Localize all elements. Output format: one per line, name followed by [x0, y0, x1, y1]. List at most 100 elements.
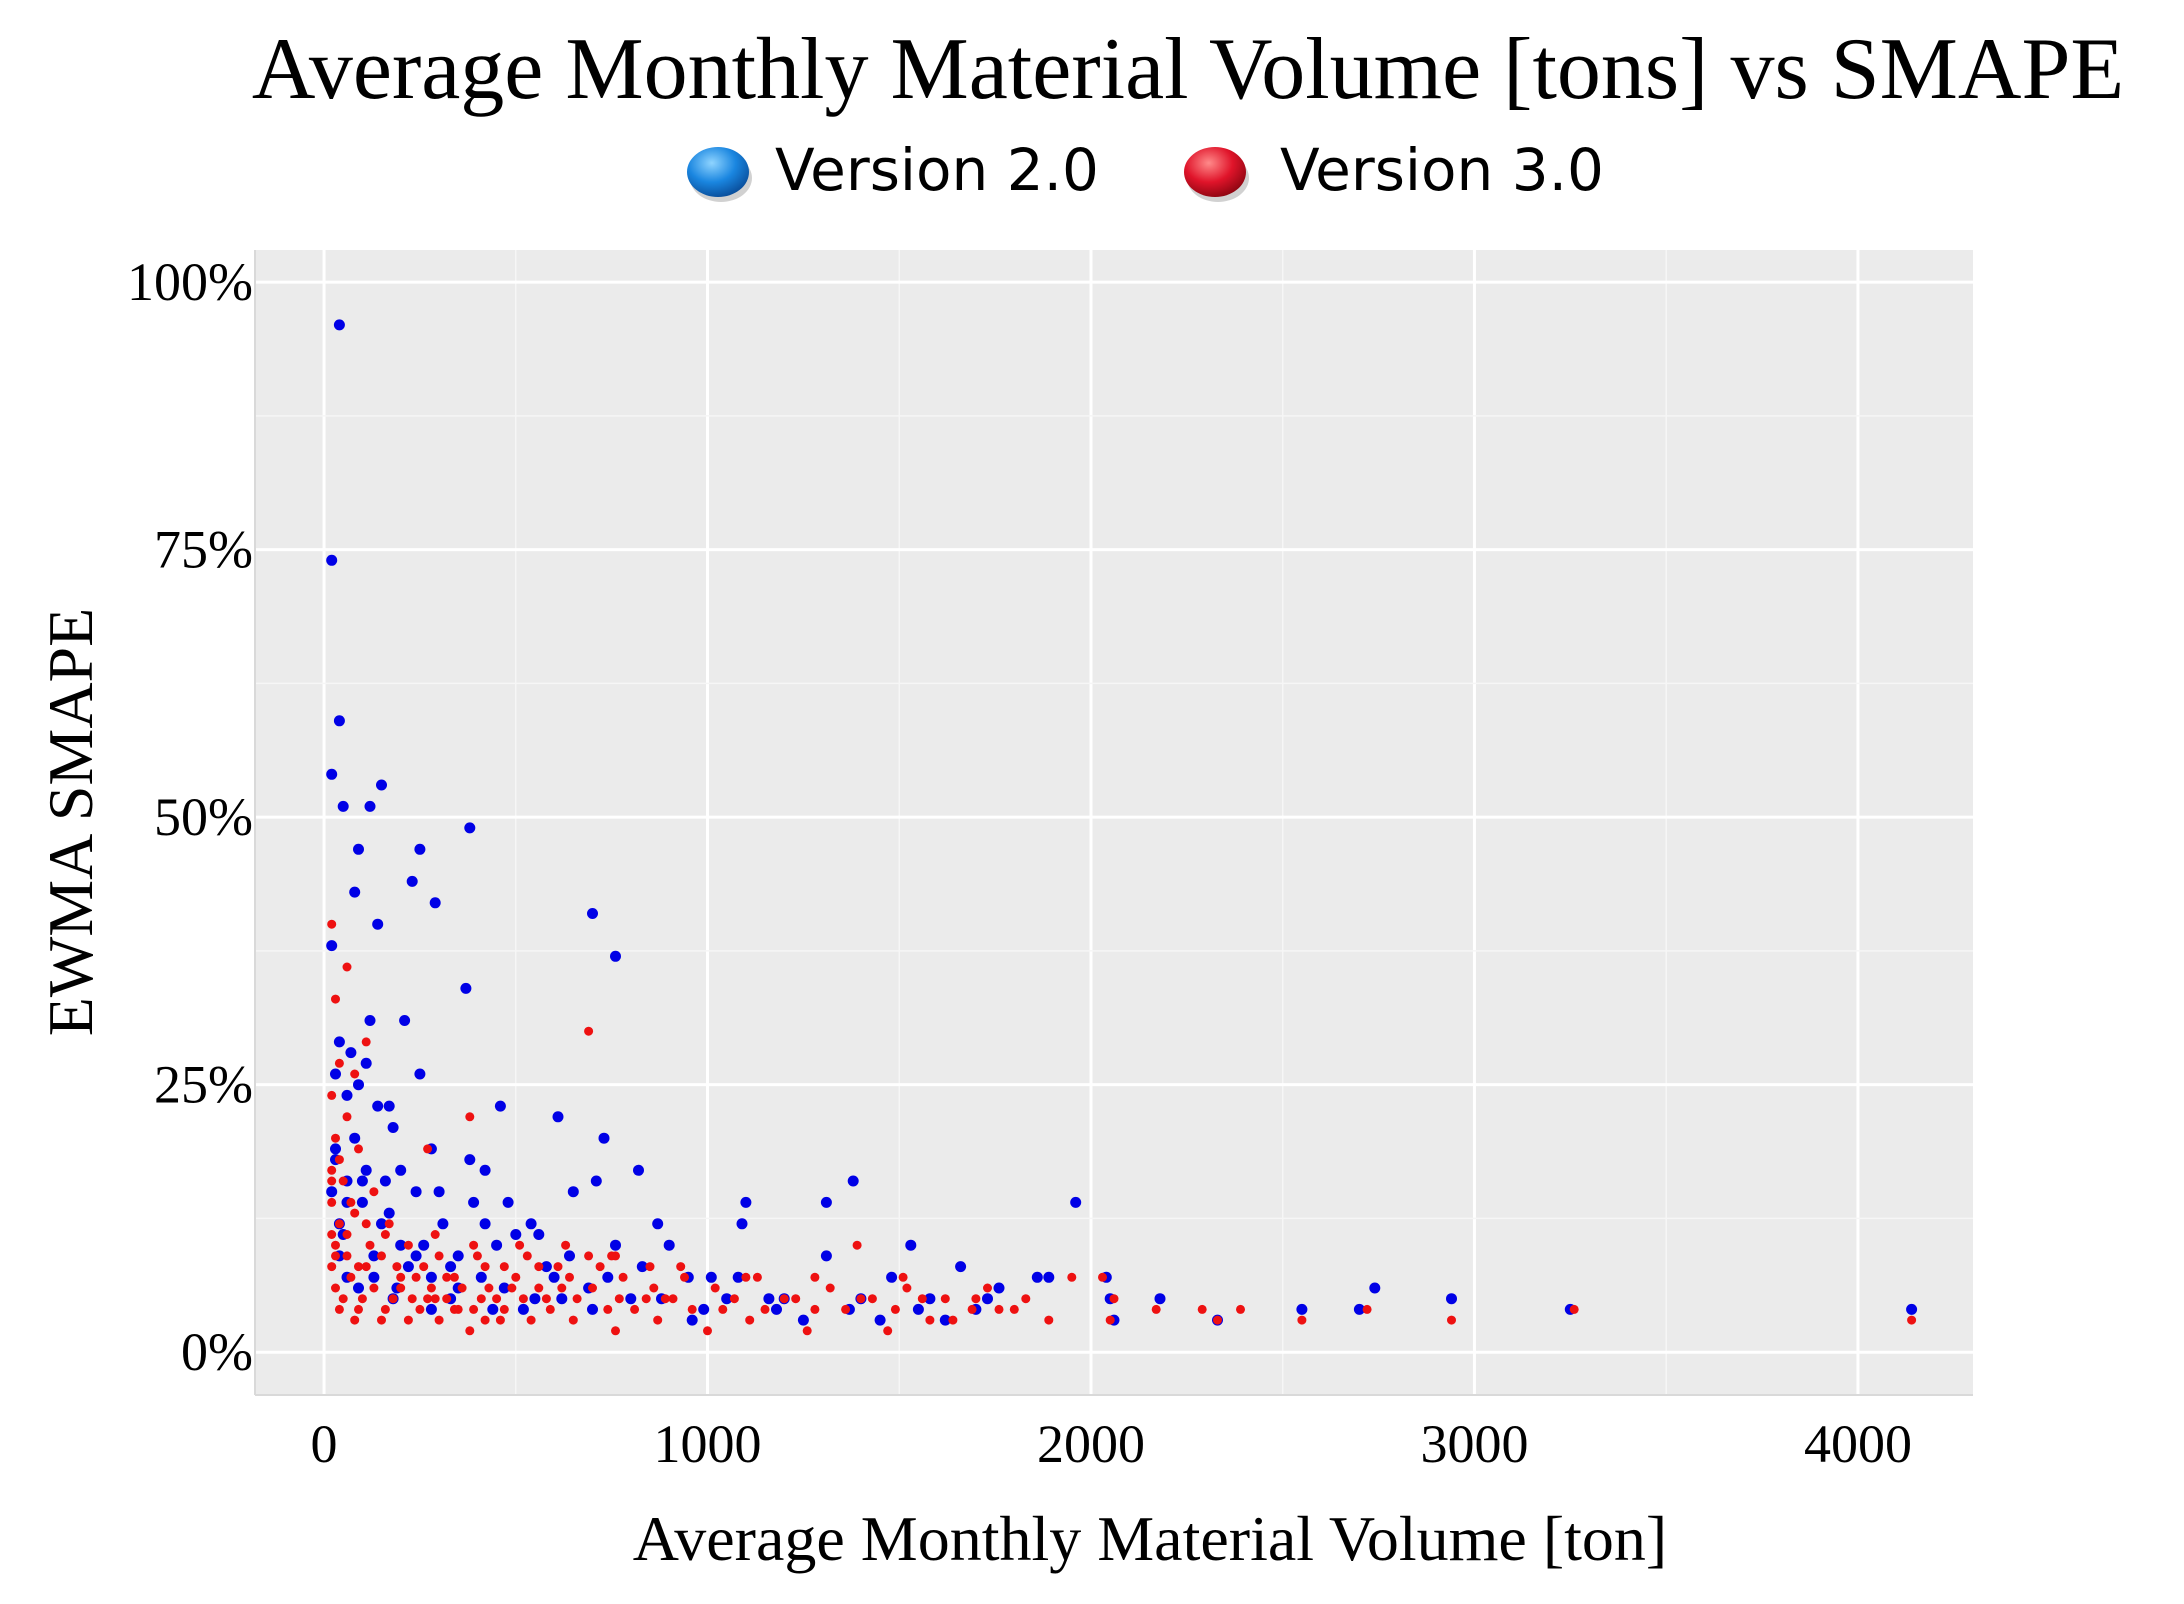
data-point-version-3 — [338, 1176, 348, 1186]
data-point-version-3 — [384, 1219, 394, 1229]
data-point-version-3 — [898, 1272, 908, 1282]
data-point-version-3 — [1447, 1315, 1456, 1325]
data-point-version-3 — [676, 1262, 686, 1272]
data-point-version-3 — [561, 1240, 571, 1250]
data-point-version-3 — [867, 1294, 877, 1304]
data-point-version-3 — [430, 1294, 440, 1304]
data-point-version-2 — [356, 1175, 368, 1187]
data-point-version-2 — [633, 1164, 644, 1176]
data-point-version-3 — [331, 994, 340, 1004]
data-point-version-3 — [618, 1272, 628, 1282]
data-point-version-2 — [587, 908, 598, 919]
data-point-version-3 — [568, 1315, 578, 1325]
data-point-version-3 — [492, 1294, 502, 1304]
plot-panel — [255, 250, 1973, 1395]
data-point-version-3 — [369, 1283, 379, 1293]
data-point-version-2 — [1031, 1271, 1043, 1283]
data-point-version-3 — [584, 1026, 594, 1036]
data-point-version-3 — [403, 1315, 413, 1325]
data-point-version-2 — [552, 1111, 564, 1123]
y-tick-label: 75% — [154, 520, 253, 580]
data-point-version-2 — [360, 1164, 372, 1176]
data-point-version-2 — [652, 1218, 664, 1230]
data-point-version-2 — [763, 1293, 775, 1305]
data-point-version-3 — [354, 1144, 363, 1154]
data-point-version-2 — [636, 1261, 648, 1273]
data-point-version-3 — [511, 1272, 521, 1282]
data-point-version-3 — [1067, 1272, 1077, 1282]
data-point-version-2 — [353, 1282, 364, 1294]
data-point-version-2 — [912, 1303, 924, 1315]
data-point-version-3 — [350, 1315, 360, 1325]
data-point-version-2 — [598, 1132, 610, 1144]
x-tick-label: 3000 — [1420, 1414, 1528, 1474]
data-point-version-3 — [852, 1240, 862, 1250]
data-point-version-3 — [588, 1283, 597, 1293]
data-point-version-2 — [820, 1250, 832, 1262]
x-tick-label: 0 — [311, 1414, 338, 1474]
data-point-version-3 — [350, 1208, 360, 1218]
data-point-version-3 — [741, 1272, 751, 1282]
data-point-version-3 — [423, 1294, 433, 1304]
data-point-version-2 — [587, 1303, 598, 1315]
data-point-version-3 — [710, 1283, 720, 1293]
data-point-version-2 — [425, 1303, 437, 1315]
data-point-version-3 — [703, 1326, 712, 1336]
legend-marker-version-2 — [687, 147, 749, 197]
data-point-version-2 — [705, 1271, 717, 1283]
data-point-version-2 — [464, 822, 476, 834]
data-point-version-2 — [663, 1239, 675, 1251]
data-point-version-3 — [449, 1304, 459, 1314]
data-point-version-2 — [372, 1100, 384, 1112]
data-point-version-3 — [1151, 1304, 1161, 1314]
data-point-version-3 — [630, 1304, 640, 1314]
data-point-version-2 — [414, 1068, 426, 1080]
data-point-version-3 — [718, 1304, 728, 1314]
data-point-version-2 — [1296, 1303, 1308, 1315]
data-point-version-3 — [434, 1251, 444, 1261]
data-point-version-2 — [333, 715, 345, 727]
data-point-version-2 — [368, 1250, 380, 1262]
data-point-version-2 — [502, 1196, 514, 1208]
data-point-version-2 — [376, 779, 387, 791]
data-point-version-2 — [383, 1207, 395, 1219]
data-point-version-3 — [791, 1294, 801, 1304]
data-point-version-3 — [480, 1315, 490, 1325]
data-point-version-2 — [395, 1239, 407, 1251]
data-point-version-2 — [602, 1271, 614, 1283]
data-point-version-2 — [517, 1303, 529, 1315]
data-point-version-3 — [361, 1262, 371, 1272]
data-point-version-3 — [890, 1304, 900, 1314]
data-point-version-2 — [732, 1271, 744, 1283]
data-point-version-2 — [1906, 1303, 1918, 1315]
data-point-version-2 — [326, 1186, 338, 1198]
data-point-version-3 — [388, 1294, 398, 1304]
data-point-version-3 — [365, 1240, 375, 1250]
data-point-version-3 — [1098, 1272, 1107, 1282]
data-point-version-3 — [331, 1133, 340, 1143]
data-point-version-2 — [564, 1250, 575, 1262]
data-point-version-3 — [380, 1304, 390, 1314]
data-point-version-2 — [479, 1164, 491, 1176]
data-point-version-3 — [334, 1155, 344, 1165]
data-point-version-3 — [350, 1069, 360, 1079]
data-point-version-3 — [541, 1294, 551, 1304]
data-point-version-3 — [357, 1294, 367, 1304]
data-point-version-3 — [1044, 1315, 1054, 1325]
data-point-version-2 — [771, 1303, 782, 1315]
data-point-version-3 — [369, 1187, 379, 1197]
data-point-version-3 — [515, 1240, 525, 1250]
data-point-version-2 — [993, 1282, 1005, 1294]
data-point-version-3 — [449, 1272, 459, 1282]
data-point-version-3 — [480, 1262, 490, 1272]
data-point-version-3 — [883, 1326, 893, 1336]
data-point-version-3 — [342, 1251, 352, 1261]
data-point-version-3 — [779, 1294, 789, 1304]
series-version-3-points — [327, 919, 1917, 1336]
data-point-version-2 — [475, 1271, 487, 1283]
data-point-version-3 — [760, 1304, 770, 1314]
data-point-version-3 — [346, 1197, 356, 1207]
data-point-version-2 — [364, 1015, 376, 1026]
y-tick-label: 25% — [154, 1055, 253, 1115]
